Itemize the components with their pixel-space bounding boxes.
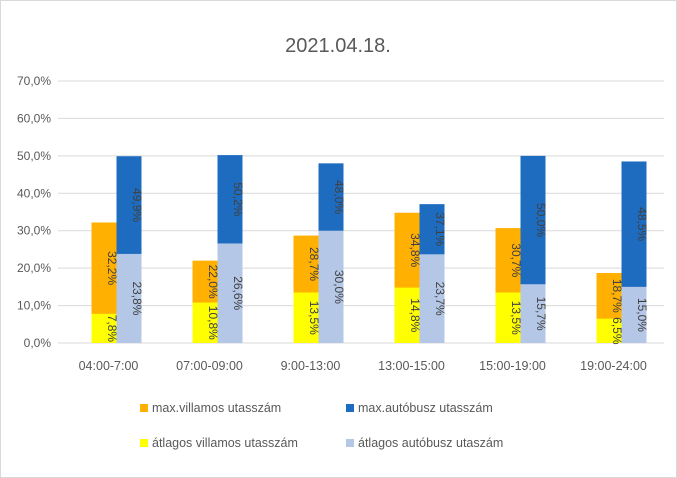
legend-swatch [140, 439, 148, 447]
legend-swatch [346, 404, 354, 412]
category-label: 15:00-19:00 [479, 359, 546, 373]
data-label: 28,7% [307, 247, 321, 281]
data-label: 50,2% [231, 182, 245, 216]
bar-villamos-avg [192, 302, 218, 343]
category-label: 04:00-7:00 [79, 359, 139, 373]
bar-villamos-avg [91, 313, 117, 343]
y-tick-label: 20,0% [17, 261, 51, 275]
bar-villamos-avg [293, 292, 319, 343]
data-label: 7,8% [105, 315, 119, 343]
bar-busz-avg [621, 286, 647, 343]
data-label: 15,0% [635, 298, 649, 332]
data-label: 32,2% [105, 251, 119, 285]
bar-villamos-avg [495, 292, 521, 343]
data-label: 15,7% [534, 297, 548, 331]
y-tick-label: 70,0% [17, 74, 51, 88]
data-labels: 32,2% 22,0% 28,7% 34,8% 30,7% 18,7% 49,9% 50,2%… [105, 180, 649, 345]
y-tick-label: 0,0% [24, 336, 52, 350]
legend-swatch [140, 404, 148, 412]
data-label: 26,6% [231, 276, 245, 310]
category-label: 19:00-24:00 [580, 359, 647, 373]
category-label: 13:00-15:00 [378, 359, 445, 373]
data-label: 23,8% [130, 281, 144, 315]
data-label: 30,0% [332, 270, 346, 304]
data-label: 48,0% [332, 180, 346, 214]
data-label: 49,9% [130, 188, 144, 222]
legend-label: max.villamos utasszám [152, 401, 281, 415]
data-label: 48,5% [635, 207, 649, 241]
y-tick-label: 30,0% [17, 224, 51, 238]
legend-label: átlagos autóbusz utaszám [358, 436, 503, 450]
bar-busz-avg [217, 243, 243, 343]
y-tick-label: 40,0% [17, 186, 51, 200]
bar-busz-avg [419, 254, 445, 343]
bar-busz-avg [318, 230, 344, 343]
bar-busz-avg [116, 253, 142, 343]
data-label: 23,7% [433, 282, 447, 316]
data-label: 22,0% [206, 265, 220, 299]
data-label: 13,5% [307, 301, 321, 335]
y-axis-ticks: 0,0% 10,0% 20,0% 30,0% 40,0% 50,0% 60,0% 70,0% [17, 74, 51, 350]
data-label: 37,1% [433, 212, 447, 246]
gridlines [58, 80, 664, 344]
data-label: 30,7% [509, 243, 523, 277]
data-label: 18,7% [610, 279, 624, 313]
chart-title: 2021.04.18. [285, 35, 391, 57]
category-labels: 04:00-7:00 07:00-09:00 9:00-13:00 13:00-15:… [79, 359, 647, 373]
category-label: 07:00-09:00 [176, 359, 243, 373]
bars [91, 155, 647, 343]
category-label: 9:00-13:00 [281, 359, 341, 373]
bar-villamos-avg [394, 287, 420, 343]
y-tick-label: 10,0% [17, 299, 51, 313]
y-tick-label: 50,0% [17, 149, 51, 163]
y-tick-label: 60,0% [17, 111, 51, 125]
legend-label: átlagos villamos utasszám [152, 436, 298, 450]
data-label: 10,8% [206, 306, 220, 340]
data-label: 50,0% [534, 203, 548, 237]
data-label: 14,8% [408, 298, 422, 332]
legend-label: max.autóbusz utasszám [358, 401, 493, 415]
legend: max.villamos utasszám max.autóbusz utassz… [140, 401, 503, 450]
bar-villamos-avg [596, 318, 622, 343]
legend-swatch [346, 439, 354, 447]
bar-busz-avg [520, 284, 546, 343]
data-label: 13,5% [509, 301, 523, 335]
data-label: 6,5% [610, 317, 624, 345]
data-label: 34,8% [408, 233, 422, 267]
